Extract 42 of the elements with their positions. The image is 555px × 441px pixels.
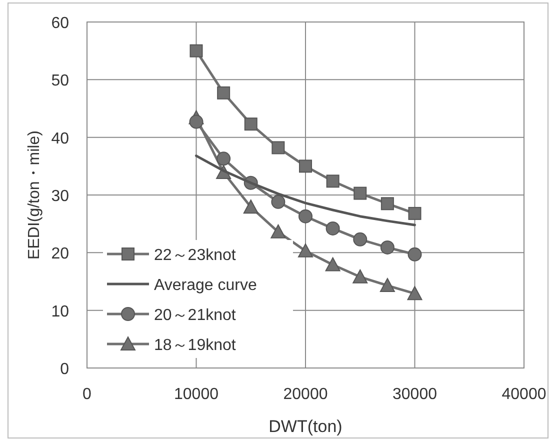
point <box>217 86 230 100</box>
point <box>216 152 231 166</box>
y-tick-label: 50 <box>51 72 70 90</box>
point <box>189 114 204 129</box>
legend-label: 18～19knot <box>154 337 236 354</box>
point <box>353 232 368 246</box>
point <box>272 141 285 154</box>
point <box>408 206 422 220</box>
point <box>299 160 312 173</box>
legend-label: 20～21knot <box>154 307 236 324</box>
point <box>380 240 394 254</box>
y-axis-title: EEDI(g/ton・mile) <box>26 130 43 260</box>
point <box>325 257 340 272</box>
legend-label: Average curve <box>154 277 257 294</box>
y-tick-label: 60 <box>51 15 70 32</box>
point <box>354 186 367 200</box>
x-axis-title: DWT(ton) <box>268 417 342 436</box>
x-tick-label: 30000 <box>392 386 438 403</box>
point <box>326 174 340 188</box>
point <box>380 278 395 292</box>
y-tick-label: 40 <box>51 130 70 148</box>
x-tick-label: 0 <box>82 386 92 403</box>
point <box>298 243 313 258</box>
point <box>408 247 422 262</box>
point <box>271 194 286 209</box>
y-tick-label: 20 <box>51 246 70 263</box>
point <box>190 44 203 58</box>
point <box>244 118 258 131</box>
x-tick-label: 10000 <box>174 386 219 403</box>
x-tick-label: 20000 <box>283 386 328 403</box>
y-tick-label: 10 <box>51 303 70 320</box>
point <box>407 286 422 300</box>
legend-label: 22～23knot <box>154 247 236 264</box>
point <box>270 224 286 238</box>
y-tick-label: 30 <box>51 188 70 205</box>
point <box>380 197 394 210</box>
point <box>298 209 312 224</box>
x-tick-label: 40000 <box>502 386 546 403</box>
point <box>352 269 368 284</box>
point <box>326 221 340 236</box>
y-tick-label: 0 <box>60 361 70 378</box>
point <box>243 200 258 214</box>
